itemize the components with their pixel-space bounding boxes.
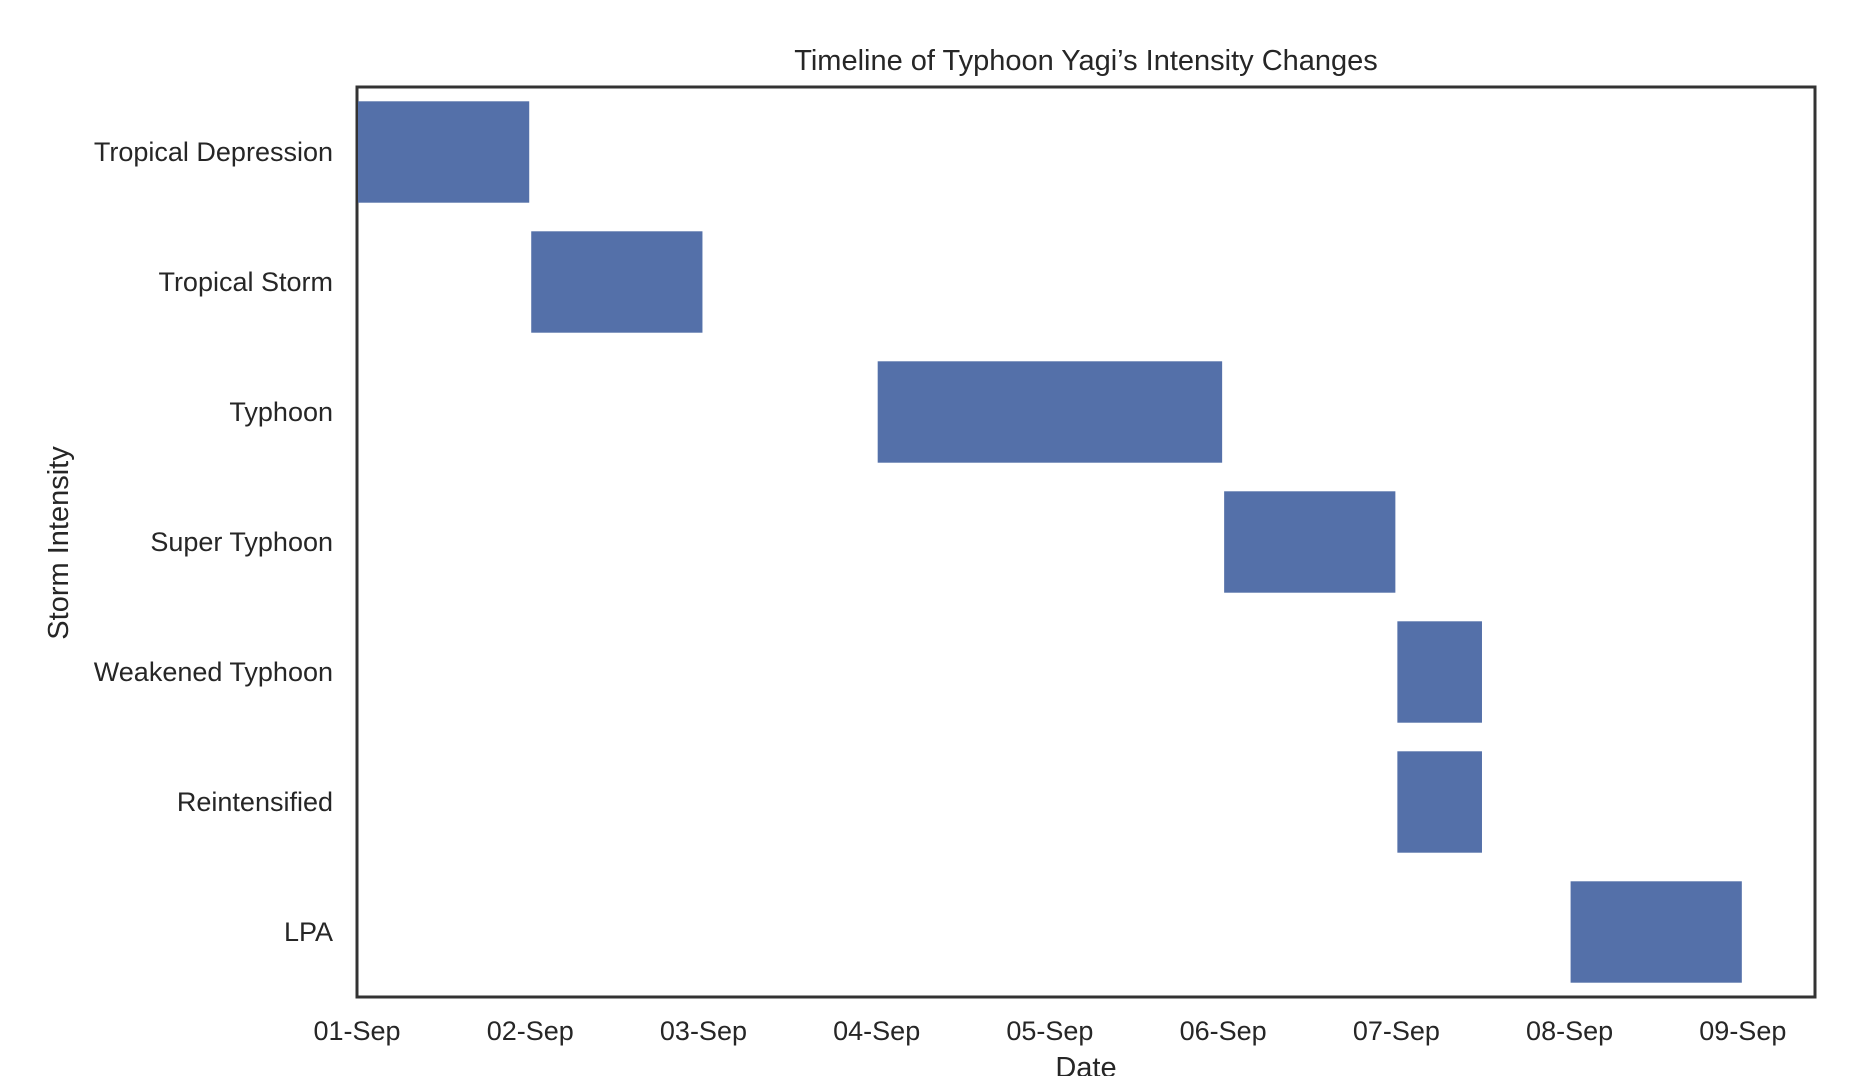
bar-tropical-storm bbox=[531, 231, 703, 333]
x-tick-label: 09-Sep bbox=[1699, 1016, 1786, 1046]
y-axis-tick-labels: Tropical Depression Tropical Storm Typhoon… bbox=[94, 137, 333, 947]
x-tick-label: 01-Sep bbox=[313, 1016, 400, 1046]
x-tick-label: 03-Sep bbox=[660, 1016, 747, 1046]
x-tick-label: 06-Sep bbox=[1180, 1016, 1267, 1046]
y-tick-label: Tropical Storm bbox=[158, 267, 333, 297]
bar-weakened-typhoon bbox=[1397, 621, 1482, 723]
bar-tropical-depression bbox=[358, 101, 530, 203]
bar-super-typhoon bbox=[1224, 491, 1396, 593]
x-tick-label: 05-Sep bbox=[1006, 1016, 1093, 1046]
chart-title: Timeline of Typhoon Yagi’s Intensity Cha… bbox=[794, 45, 1378, 77]
y-tick-label: Tropical Depression bbox=[94, 137, 333, 167]
plot-frame bbox=[355, 85, 1817, 999]
y-tick-label: Super Typhoon bbox=[150, 527, 333, 557]
bar-lpa bbox=[1570, 881, 1742, 983]
y-tick-label: Typhoon bbox=[229, 397, 333, 427]
x-tick-label: 02-Sep bbox=[487, 1016, 574, 1046]
x-tick-label: 04-Sep bbox=[833, 1016, 920, 1046]
bar-reintensified bbox=[1397, 751, 1482, 853]
x-axis-tick-labels: 01-Sep 02-Sep 03-Sep 04-Sep 05-Sep 06-Sep 07-S… bbox=[313, 1016, 1786, 1046]
bars-layer bbox=[358, 101, 1742, 983]
y-tick-label: Reintensified bbox=[177, 787, 333, 817]
x-tick-label: 07-Sep bbox=[1353, 1016, 1440, 1046]
bar-typhoon bbox=[877, 361, 1223, 463]
y-axis-label: Storm Intensity bbox=[43, 446, 75, 640]
x-axis-label: Date bbox=[1055, 1052, 1116, 1076]
y-tick-label: Weakened Typhoon bbox=[94, 657, 333, 687]
x-tick-label: 08-Sep bbox=[1526, 1016, 1613, 1046]
y-tick-label: LPA bbox=[284, 917, 333, 947]
